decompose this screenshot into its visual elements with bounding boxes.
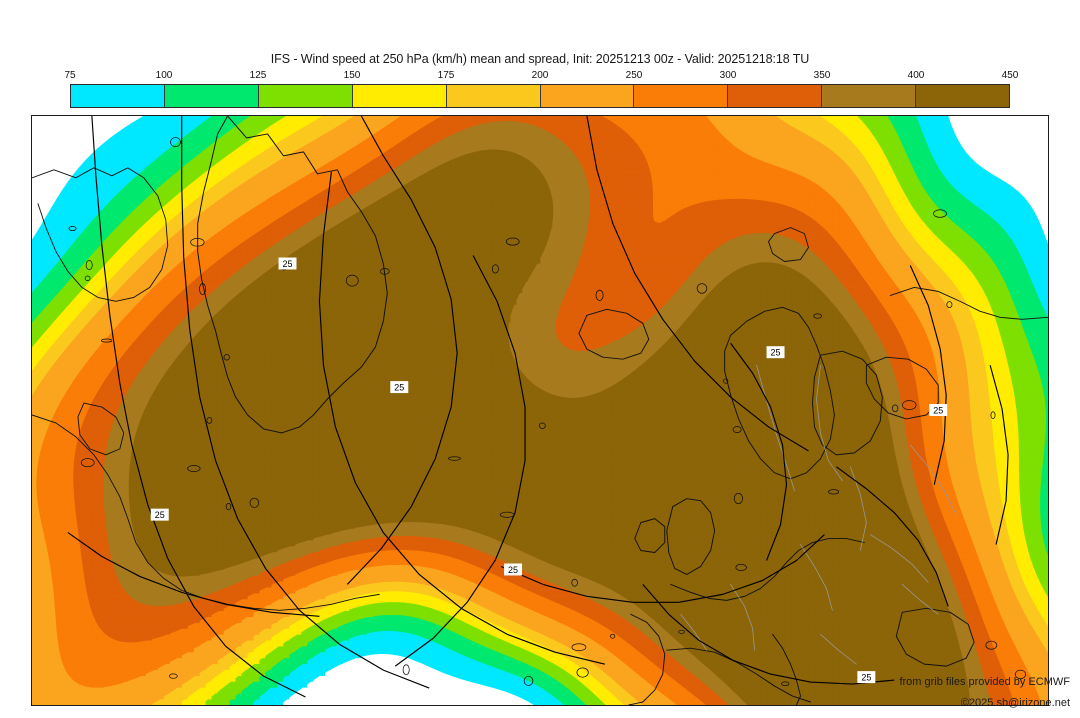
colorbar-tick-250: 250 xyxy=(626,70,643,81)
copyright-credit: ©2025 sb@irizone.net xyxy=(961,697,1070,709)
page-title: IFS - Wind speed at 250 hPa (km/h) mean … xyxy=(0,52,1080,66)
colorbar-segment-175-200 xyxy=(447,85,541,107)
colorbar-tick-175: 175 xyxy=(438,70,455,81)
colorbar-tick-150: 150 xyxy=(344,70,361,81)
contour-label-text: 25 xyxy=(933,405,943,415)
wind-speed-bands xyxy=(32,116,1048,705)
source-credit: from grib files provided by ECMWF xyxy=(899,676,1070,688)
colorbar-legend: 75 100 125 150 175 200 250 300 350 400 450 xyxy=(70,70,1010,108)
contour-label-text: 25 xyxy=(394,383,404,393)
colorbar-tick-450: 450 xyxy=(1002,70,1019,81)
colorbar-tick-125: 125 xyxy=(250,70,267,81)
colorbar-tick-100: 100 xyxy=(156,70,173,81)
contour-label: 25 xyxy=(767,346,785,358)
colorbar-segment-125-150 xyxy=(259,85,353,107)
contour-label: 25 xyxy=(929,404,947,416)
contour-label-text: 25 xyxy=(861,673,871,683)
colorbar-segment-300-350 xyxy=(728,85,822,107)
colorbar-tick-200: 200 xyxy=(532,70,549,81)
colorbar-tick-400: 400 xyxy=(908,70,925,81)
colorbar-tick-75: 75 xyxy=(64,70,75,81)
contour-label: 25 xyxy=(279,258,297,270)
contour-label: 25 xyxy=(390,381,408,393)
colorbar-gradient xyxy=(70,84,1010,108)
colorbar-tick-300: 300 xyxy=(720,70,737,81)
contour-label-text: 25 xyxy=(508,565,518,575)
colorbar-segment-100-125 xyxy=(165,85,259,107)
contour-label-text: 25 xyxy=(771,348,781,358)
colorbar-segment-150-175 xyxy=(353,85,447,107)
colorbar-segment-350-400 xyxy=(822,85,916,107)
colorbar-tick-350: 350 xyxy=(814,70,831,81)
contour-label-text: 25 xyxy=(283,259,293,269)
colorbar-segment-250-300 xyxy=(634,85,728,107)
contour-label: 25 xyxy=(151,509,169,521)
map-canvas: 25 25 25 25 25 25 25 xyxy=(32,116,1048,705)
contour-label: 25 xyxy=(504,563,522,575)
map-frame[interactable]: 25 25 25 25 25 25 25 xyxy=(31,115,1049,706)
contour-label: 25 xyxy=(857,671,875,683)
colorbar-segment-400-450 xyxy=(916,85,1009,107)
colorbar-segment-75-100 xyxy=(71,85,165,107)
island-outline xyxy=(403,665,409,675)
contour-label-text: 25 xyxy=(155,510,165,520)
colorbar-tick-labels: 75 100 125 150 175 200 250 300 350 400 450 xyxy=(70,70,1010,84)
colorbar-segment-200-250 xyxy=(541,85,635,107)
